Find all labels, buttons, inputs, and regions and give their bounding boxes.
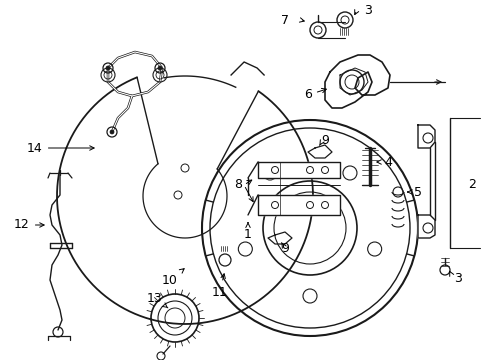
Polygon shape [417,125,434,148]
Text: 11: 11 [212,274,227,298]
Text: 12: 12 [14,219,44,231]
Polygon shape [258,162,339,178]
Text: 5: 5 [413,185,421,198]
Polygon shape [417,215,434,238]
Polygon shape [325,55,389,108]
Text: 3: 3 [453,271,461,284]
Polygon shape [57,77,312,324]
Circle shape [110,130,114,134]
Text: 13: 13 [147,292,167,308]
Text: 2: 2 [467,179,475,192]
Text: 9: 9 [281,242,288,255]
Text: 3: 3 [364,4,371,17]
Polygon shape [258,195,339,215]
Text: 10: 10 [162,269,184,287]
Text: 14: 14 [27,141,94,154]
Text: 9: 9 [321,134,328,147]
Circle shape [158,66,162,70]
Text: 6: 6 [304,89,325,102]
Text: 7: 7 [281,13,288,27]
Text: 8: 8 [234,179,242,192]
Text: 1: 1 [244,223,251,242]
Text: 4: 4 [383,156,391,168]
Circle shape [106,66,110,70]
